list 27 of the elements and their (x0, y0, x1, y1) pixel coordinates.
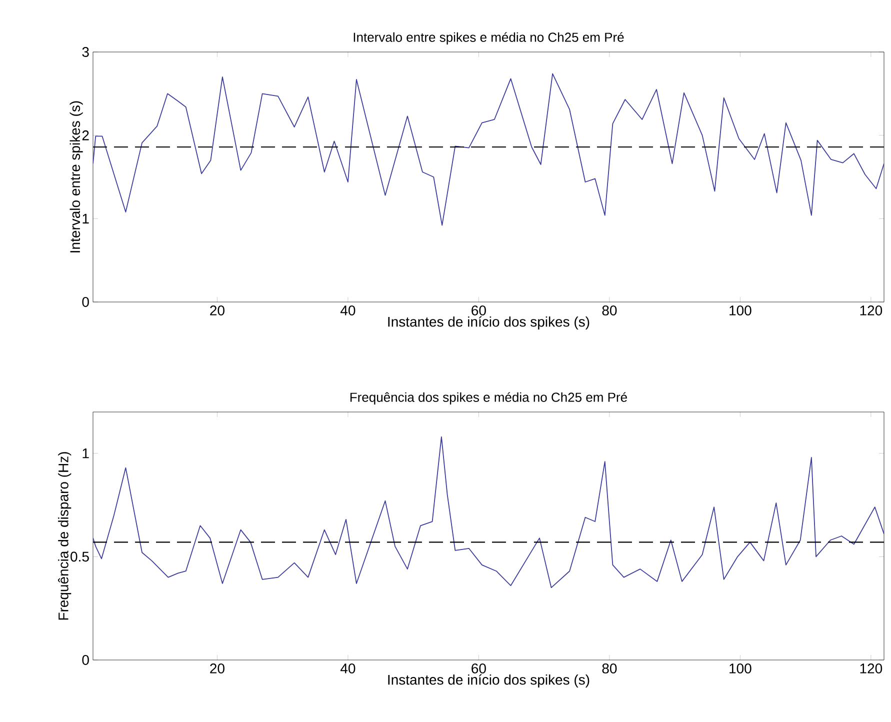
y-tick-label: 0.5 (70, 552, 89, 562)
y-tick-label: 0 (82, 655, 89, 665)
y-axis-title: Frequência de disparo (Hz) (58, 452, 72, 620)
x-axis-title: Instantes de início dos spikes (s) (388, 674, 590, 688)
y-tick-label: 1 (82, 448, 89, 458)
x-tick-label: 40 (340, 306, 356, 316)
chart-title: Frequência dos spikes e média no Ch25 em Pré (350, 392, 627, 404)
y-tick-label: 2 (82, 130, 89, 140)
y-tick-label: 0 (82, 297, 89, 307)
y-axis-title: Intervalo entre spikes (s) (70, 101, 83, 252)
x-axis-title: Instantes de início dos spikes (s) (388, 316, 590, 330)
x-tick-label: 60 (472, 664, 486, 674)
x-tick-label: 20 (210, 664, 224, 674)
x-tick-label: 120 (860, 306, 882, 316)
line-series (93, 73, 884, 226)
y-tick-label: 3 (82, 47, 89, 57)
x-tick-label: 80 (602, 306, 617, 316)
chart-title: Intervalo entre spikes e média no Ch25 em Pré (354, 32, 624, 44)
x-tick-label: 120 (860, 664, 882, 674)
line-series (93, 436, 884, 588)
y-tick-label: 1 (82, 214, 89, 224)
x-tick-label: 60 (472, 306, 486, 316)
x-tick-label: 20 (210, 306, 224, 316)
x-tick-label: 80 (602, 664, 617, 674)
x-tick-label: 100 (730, 664, 752, 674)
x-tick-label: 40 (340, 664, 356, 674)
x-tick-label: 100 (730, 306, 752, 316)
